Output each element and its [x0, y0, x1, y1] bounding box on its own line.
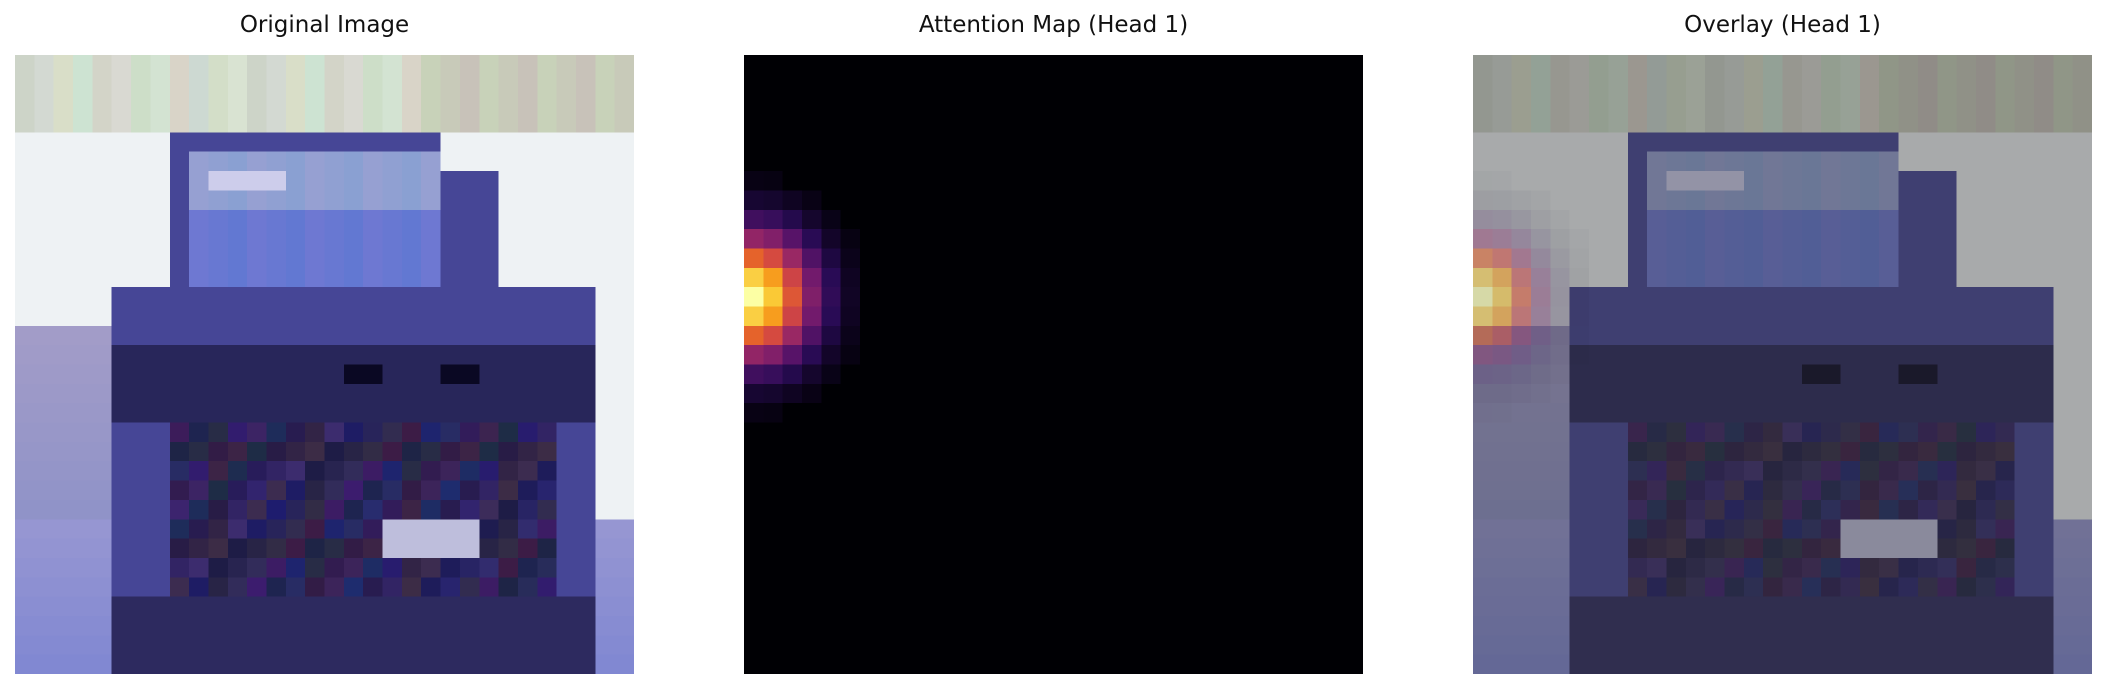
attention-map-canvas [744, 55, 1363, 674]
panel-attention: Attention Map (Head 1) [744, 0, 1363, 688]
overlay-image-canvas [1473, 55, 2092, 674]
attention-map [744, 55, 1363, 674]
panel-title-overlay: Overlay (Head 1) [1684, 12, 1881, 38]
panel-original: Original Image [15, 0, 634, 688]
overlay-image [1473, 55, 2092, 674]
original-image [15, 55, 634, 674]
panel-title-attention: Attention Map (Head 1) [918, 12, 1189, 38]
panel-title-original: Original Image [239, 12, 410, 38]
original-image-canvas [15, 55, 634, 674]
panel-overlay: Overlay (Head 1) [1473, 0, 2092, 688]
